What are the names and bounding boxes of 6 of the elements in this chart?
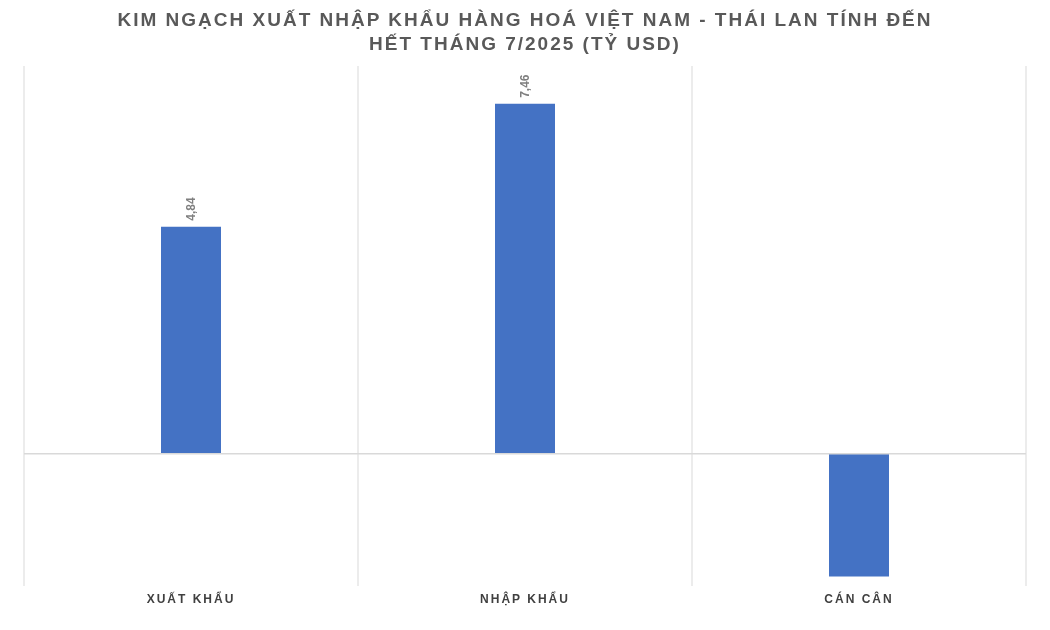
x-tick-label: CÁN CÂN xyxy=(824,590,894,606)
data-label: 7,46 xyxy=(518,74,532,98)
chart-title: KIM NGẠCH XUẤT NHẬP KHẨU HÀNG HOÁ VIỆT NAM - THÁI LAN TÍNH ĐẾN HẾT THÁNG 7/2025 (TỶ USD) xyxy=(116,8,934,56)
x-tick-label: XUẤT KHẨU xyxy=(146,590,236,606)
data-label: 4,84 xyxy=(184,197,198,221)
x-tick-label: NHẬP KHẨU xyxy=(480,590,570,606)
